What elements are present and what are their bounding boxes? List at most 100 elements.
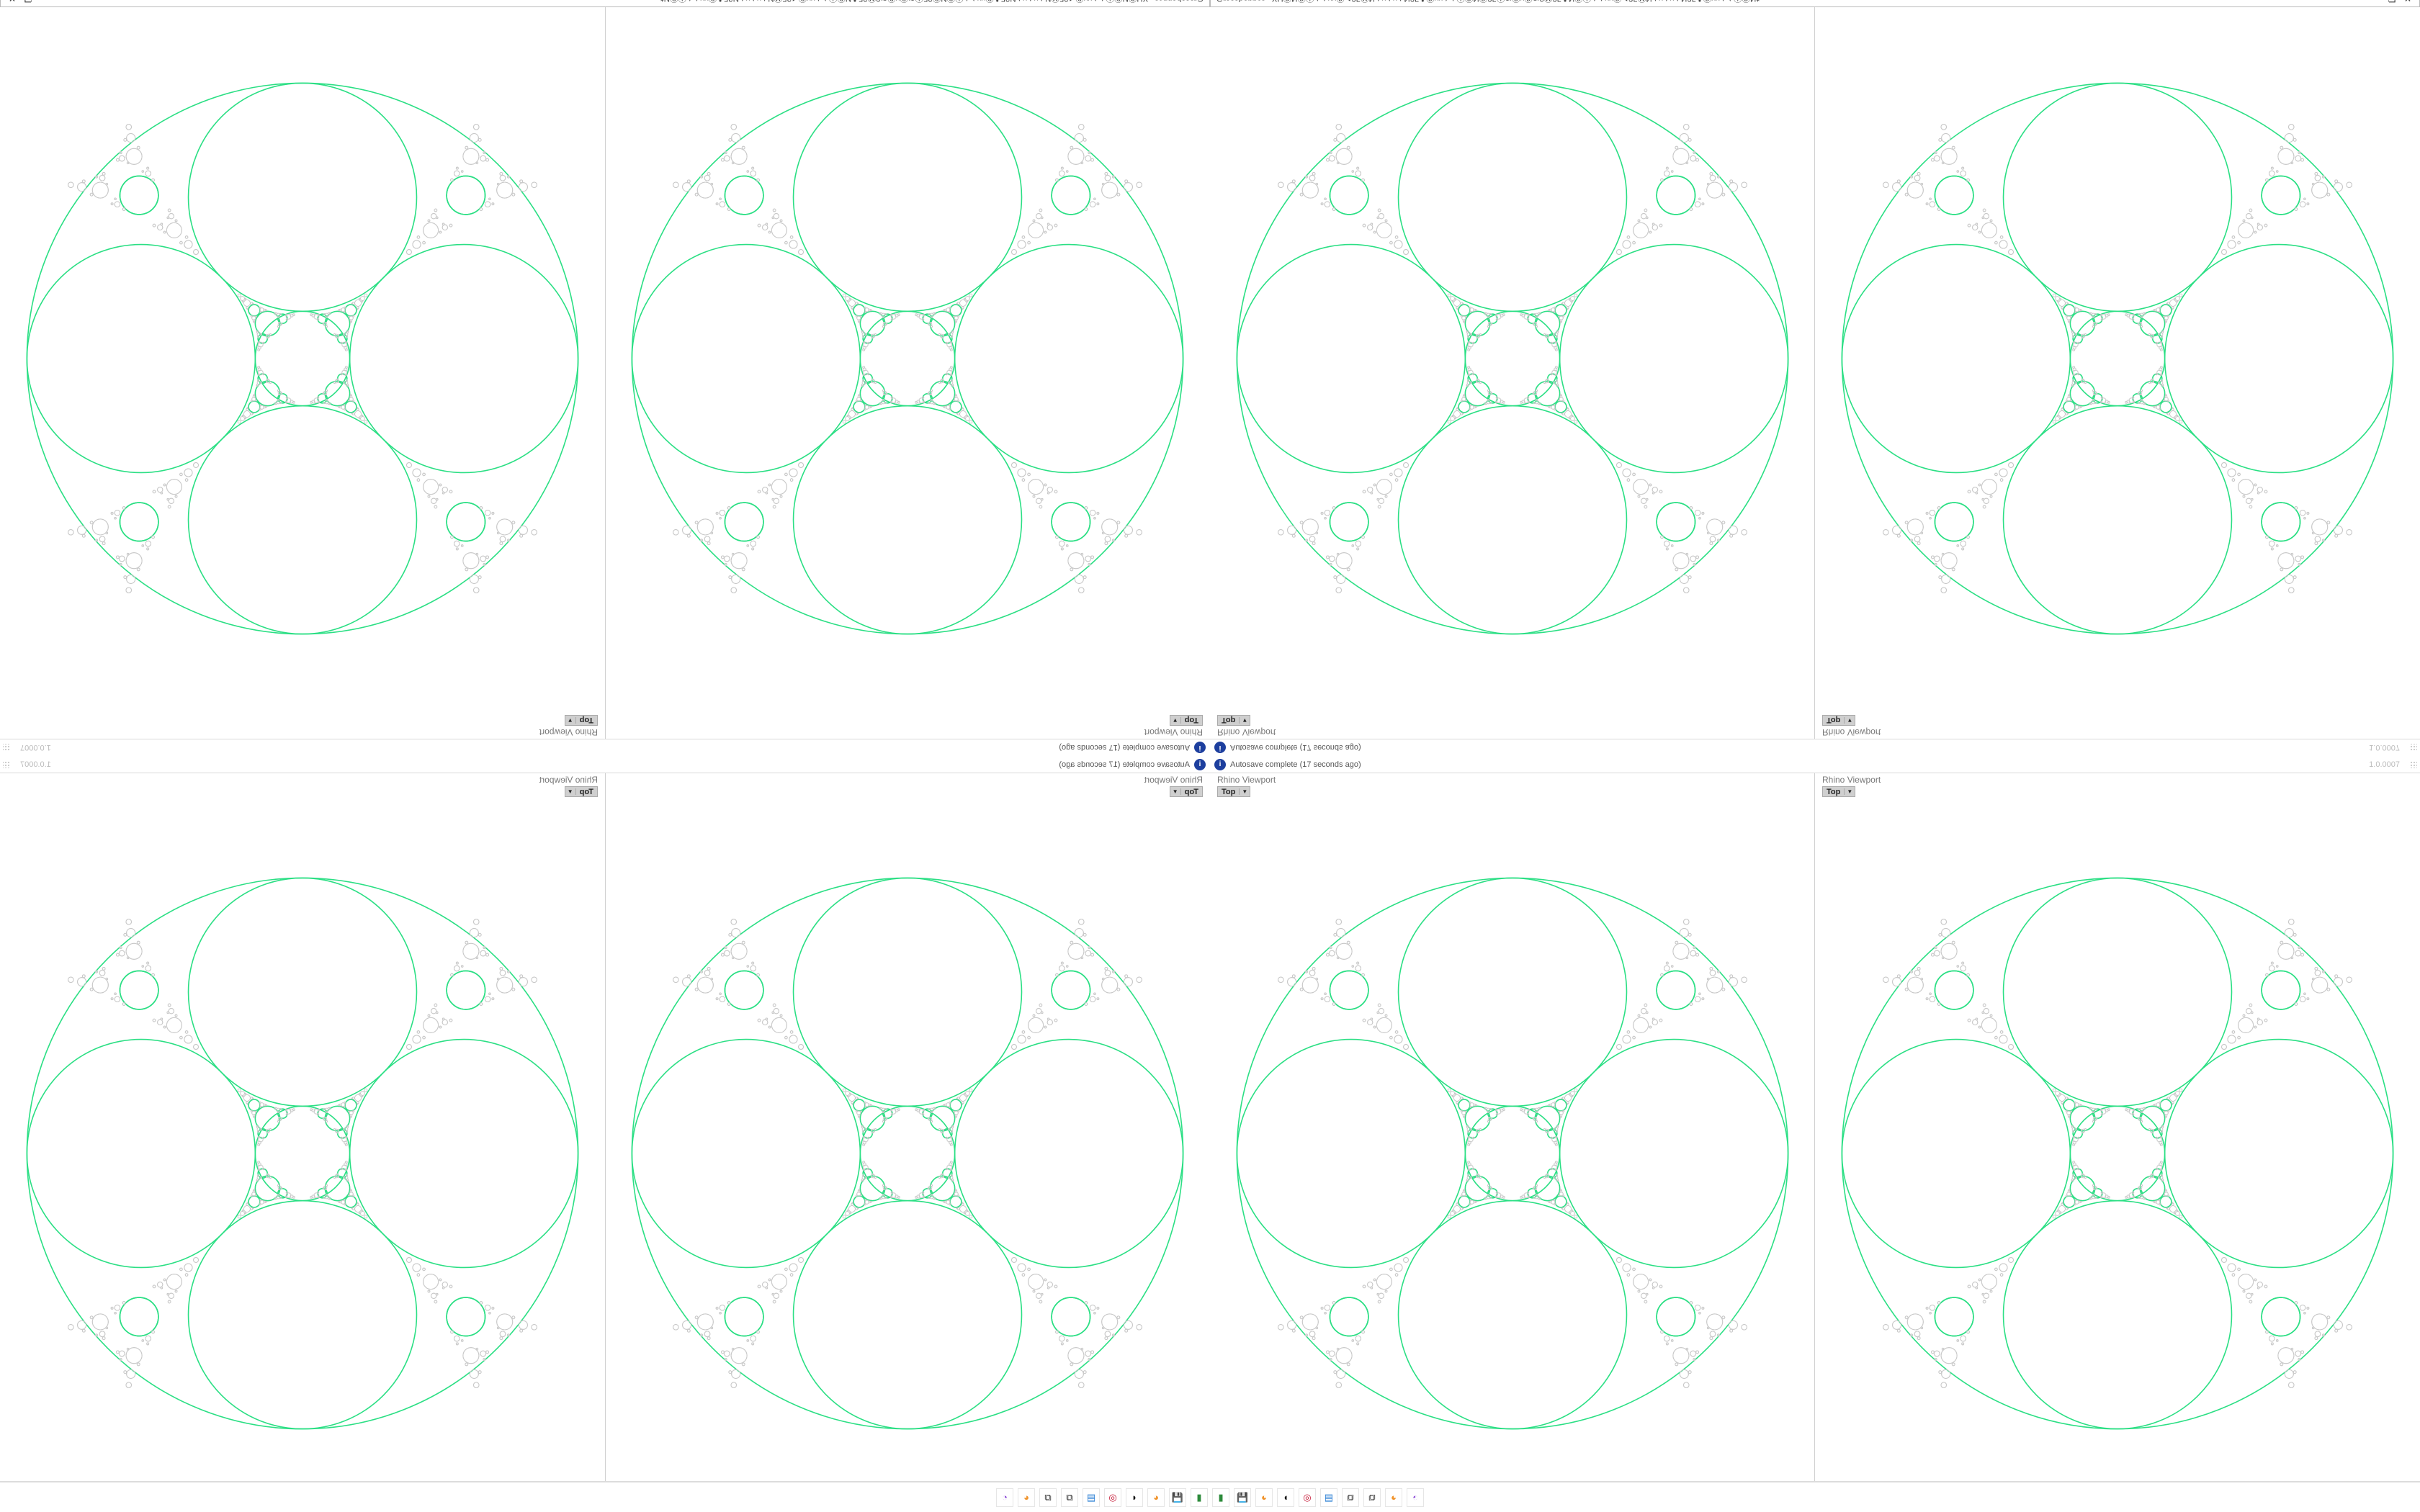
grasshopper-icon-mirror[interactable]: ⧉ (1363, 1488, 1381, 1507)
rhino-viewport-left[interactable] (605, 7, 1210, 710)
grasshopper-window: Grasshopper - XHⒹNⒷⒾ✦✦xxⒷ✔25ⓂN✦x✦x✦N25✤Ⓑ… (1210, 0, 2420, 7)
minimize-button[interactable]: – (39, 0, 49, 4)
rhino-status-bar: i Autosave complete (17 seconds ago) 1.0.0… (1210, 756, 2420, 773)
resize-grip-icon[interactable] (2410, 744, 2417, 752)
minimize-button[interactable]: – (2371, 0, 2381, 4)
thunderbird-icon-mirror[interactable]: ◔ (1407, 1488, 1424, 1507)
rhino-version-label: 1.0.0007 (20, 743, 51, 752)
blender-icon-mirror[interactable]: ◗ (1277, 1488, 1294, 1507)
info-icon: i (1214, 742, 1226, 754)
viewport-area (0, 802, 1210, 1505)
rhino-icon[interactable]: ◎ (1104, 1488, 1121, 1507)
viewport-label-row: Rhino Viewport Top ▼ Rhino Viewport Top ▼ (1210, 773, 2420, 802)
grasshopper-window: Grasshopper - XHⒹNⒷⒾ✦✦xxⒷ✔25ⓂN✦x✦x✦N25✤Ⓑ… (0, 0, 1210, 7)
viewport-view-dropdown[interactable]: Top ▼ (564, 786, 598, 797)
grasshopper-titlebar[interactable]: Grasshopper - XHⒹNⒷⒾ✦✦xxⒷ✔25ⓂN✦x✦x✦N25✤Ⓑ… (1, 0, 1209, 6)
rhino-version-label: 1.0.0007 (2369, 743, 2400, 752)
thunderbird-icon[interactable]: ◔ (996, 1488, 1013, 1507)
grasshopper-icon2-mirror[interactable]: ⧉ (1342, 1488, 1359, 1507)
chevron-down-icon: ▼ (1844, 717, 1855, 724)
viewport-view-name: Top (1222, 787, 1236, 796)
chevron-down-icon: ▼ (1170, 717, 1181, 724)
rhino-viewport-left[interactable] (1210, 802, 1815, 1505)
viewport-area (0, 7, 1210, 710)
save-app-icon-mirror[interactable]: 💾 (1234, 1488, 1251, 1507)
resize-grip-icon[interactable] (3, 760, 10, 768)
info-icon: i (1214, 758, 1226, 770)
viewport-name-label: Rhino Viewport (1144, 775, 1203, 785)
quadrant-bottom-right: i Autosave complete (17 seconds ago) 1.0.0… (1210, 756, 2420, 1512)
apollonian-gasket (1236, 877, 1789, 1430)
viewport-half-right: Rhino Viewport Top ▼ (1815, 710, 2420, 739)
notepad-icon-mirror[interactable]: ▤ (1320, 1488, 1337, 1507)
viewport-name-label: Rhino Viewport (539, 727, 598, 737)
quadrant-inner: i Autosave complete (17 seconds ago) 1.0.0… (0, 756, 1210, 1512)
notepad-icon[interactable]: ▤ (1083, 1488, 1100, 1507)
quadrant-inner: i Autosave complete (17 seconds ago) 1.0.0… (1210, 756, 2420, 1512)
viewport-half-right: Rhino Viewport Top ▼ (1815, 773, 2420, 802)
window-controls: – ❐ ✕ (2371, 0, 2413, 4)
viewport-view-dropdown[interactable]: Top ▼ (1822, 786, 1856, 797)
viewport-view-dropdown[interactable]: Top ▼ (1822, 715, 1856, 726)
grasshopper-titlebar[interactable]: Grasshopper - XHⒹNⒷⒾ✦✦xxⒷ✔25ⓂN✦x✦x✦N25✤Ⓑ… (1211, 0, 2419, 6)
rhino-viewport-right[interactable] (1815, 7, 2420, 710)
quadrant-top-left: i Autosave complete (17 seconds ago) 1.0.0… (0, 0, 1210, 756)
maximize-button[interactable]: ❐ (2387, 0, 2397, 4)
blender-icon[interactable]: ◗ (1126, 1488, 1143, 1507)
viewport-label-row: Rhino Viewport Top ▼ Rhino Viewport Top ▼ (1210, 710, 2420, 739)
rhino-version-label: 1.0.0007 (20, 760, 51, 769)
autosave-status: Autosave complete (17 seconds ago) (1059, 760, 1190, 769)
apollonian-gasket (605, 837, 1210, 1470)
save-app-icon[interactable]: 💾 (1169, 1488, 1186, 1507)
rhino-icon-mirror[interactable]: ◎ (1299, 1488, 1316, 1507)
resize-grip-icon[interactable] (2410, 760, 2417, 768)
firefox-icon2-mirror[interactable]: ◕ (1255, 1488, 1273, 1507)
grasshopper-icon2[interactable]: ⧉ (1061, 1488, 1078, 1507)
viewport-name-label: Rhino Viewport (1822, 775, 1881, 785)
viewport-half-left: Rhino Viewport Top ▼ (1210, 773, 1815, 802)
firefox-icon2[interactable]: ◕ (1147, 1488, 1165, 1507)
chevron-down-icon: ▼ (1239, 717, 1250, 724)
viewport-view-dropdown[interactable]: Top ▼ (1169, 715, 1203, 726)
apollonian-gasket (1815, 42, 2420, 675)
firefox-icon-mirror[interactable]: ◕ (1385, 1488, 1402, 1507)
viewport-name-label: Rhino Viewport (539, 775, 598, 785)
viewport-area (1210, 7, 2420, 710)
maximize-button[interactable]: ❐ (23, 0, 33, 4)
apollonian-gasket (605, 42, 1210, 675)
apollonian-gasket (0, 42, 605, 675)
close-button[interactable]: ✕ (7, 0, 17, 4)
viewport-view-dropdown[interactable]: Top ▼ (1217, 786, 1251, 797)
chevron-down-icon: ▼ (1239, 788, 1250, 795)
chevron-down-icon: ▼ (1170, 788, 1181, 795)
rhino-viewport-right[interactable] (1815, 802, 2420, 1505)
rhino-viewport-left[interactable] (1210, 7, 1815, 710)
viewport-view-name: Top (579, 787, 593, 796)
viewport-view-name: Top (579, 716, 593, 725)
terminal-icon[interactable]: ▮ (1191, 1488, 1208, 1507)
viewport-half-left: Rhino Viewport Top ▼ (605, 710, 1210, 739)
viewport-view-dropdown[interactable]: Top ▼ (564, 715, 598, 726)
close-button[interactable]: ✕ (2403, 0, 2413, 4)
window-title: Grasshopper - XHⒹNⒷⒾ✦✦xxⒷ✔25ⓂN✦x✦x✦N25✤Ⓑ… (1216, 0, 1760, 5)
window-controls: – ❐ ✕ (7, 0, 49, 4)
viewport-view-name: Top (1827, 716, 1841, 725)
grasshopper-icon[interactable]: ⧉ (1039, 1488, 1057, 1507)
rhino-viewport-left[interactable] (605, 802, 1210, 1505)
rhino-viewport-right[interactable] (0, 802, 605, 1505)
rhino-status-bar: i Autosave complete (17 seconds ago) 1.0.0… (0, 756, 1210, 773)
viewport-view-dropdown[interactable]: Top ▼ (1217, 715, 1251, 726)
firefox-icon[interactable]: ◕ (1018, 1488, 1035, 1507)
quadrant-bottom-left: i Autosave complete (17 seconds ago) 1.0.0… (0, 756, 1210, 1512)
os-taskbar[interactable]: ◔ ◕ ⧉ ⧉ ▤ ◎ ◗ ◕ 💾 ▮ ▮ 💾 ◕ ◗ ◎ ▤ ⧉ ⧉ ◕ ◔ (0, 1481, 2420, 1512)
viewport-area (1210, 802, 2420, 1505)
window-title: Grasshopper - XHⒹNⒷⒾ✦✦xxⒷ✔25ⓂN✦x✦x✦N25✤Ⓑ… (660, 0, 1204, 5)
viewport-view-name: Top (1184, 716, 1198, 725)
terminal-icon-mirror[interactable]: ▮ (1212, 1488, 1229, 1507)
viewport-view-name: Top (1222, 716, 1236, 725)
quadrant-top-right: i Autosave complete (17 seconds ago) 1.0.0… (1210, 0, 2420, 756)
resize-grip-icon[interactable] (3, 744, 10, 752)
viewport-view-dropdown[interactable]: Top ▼ (1169, 786, 1203, 797)
rhino-viewport-right[interactable] (0, 7, 605, 710)
